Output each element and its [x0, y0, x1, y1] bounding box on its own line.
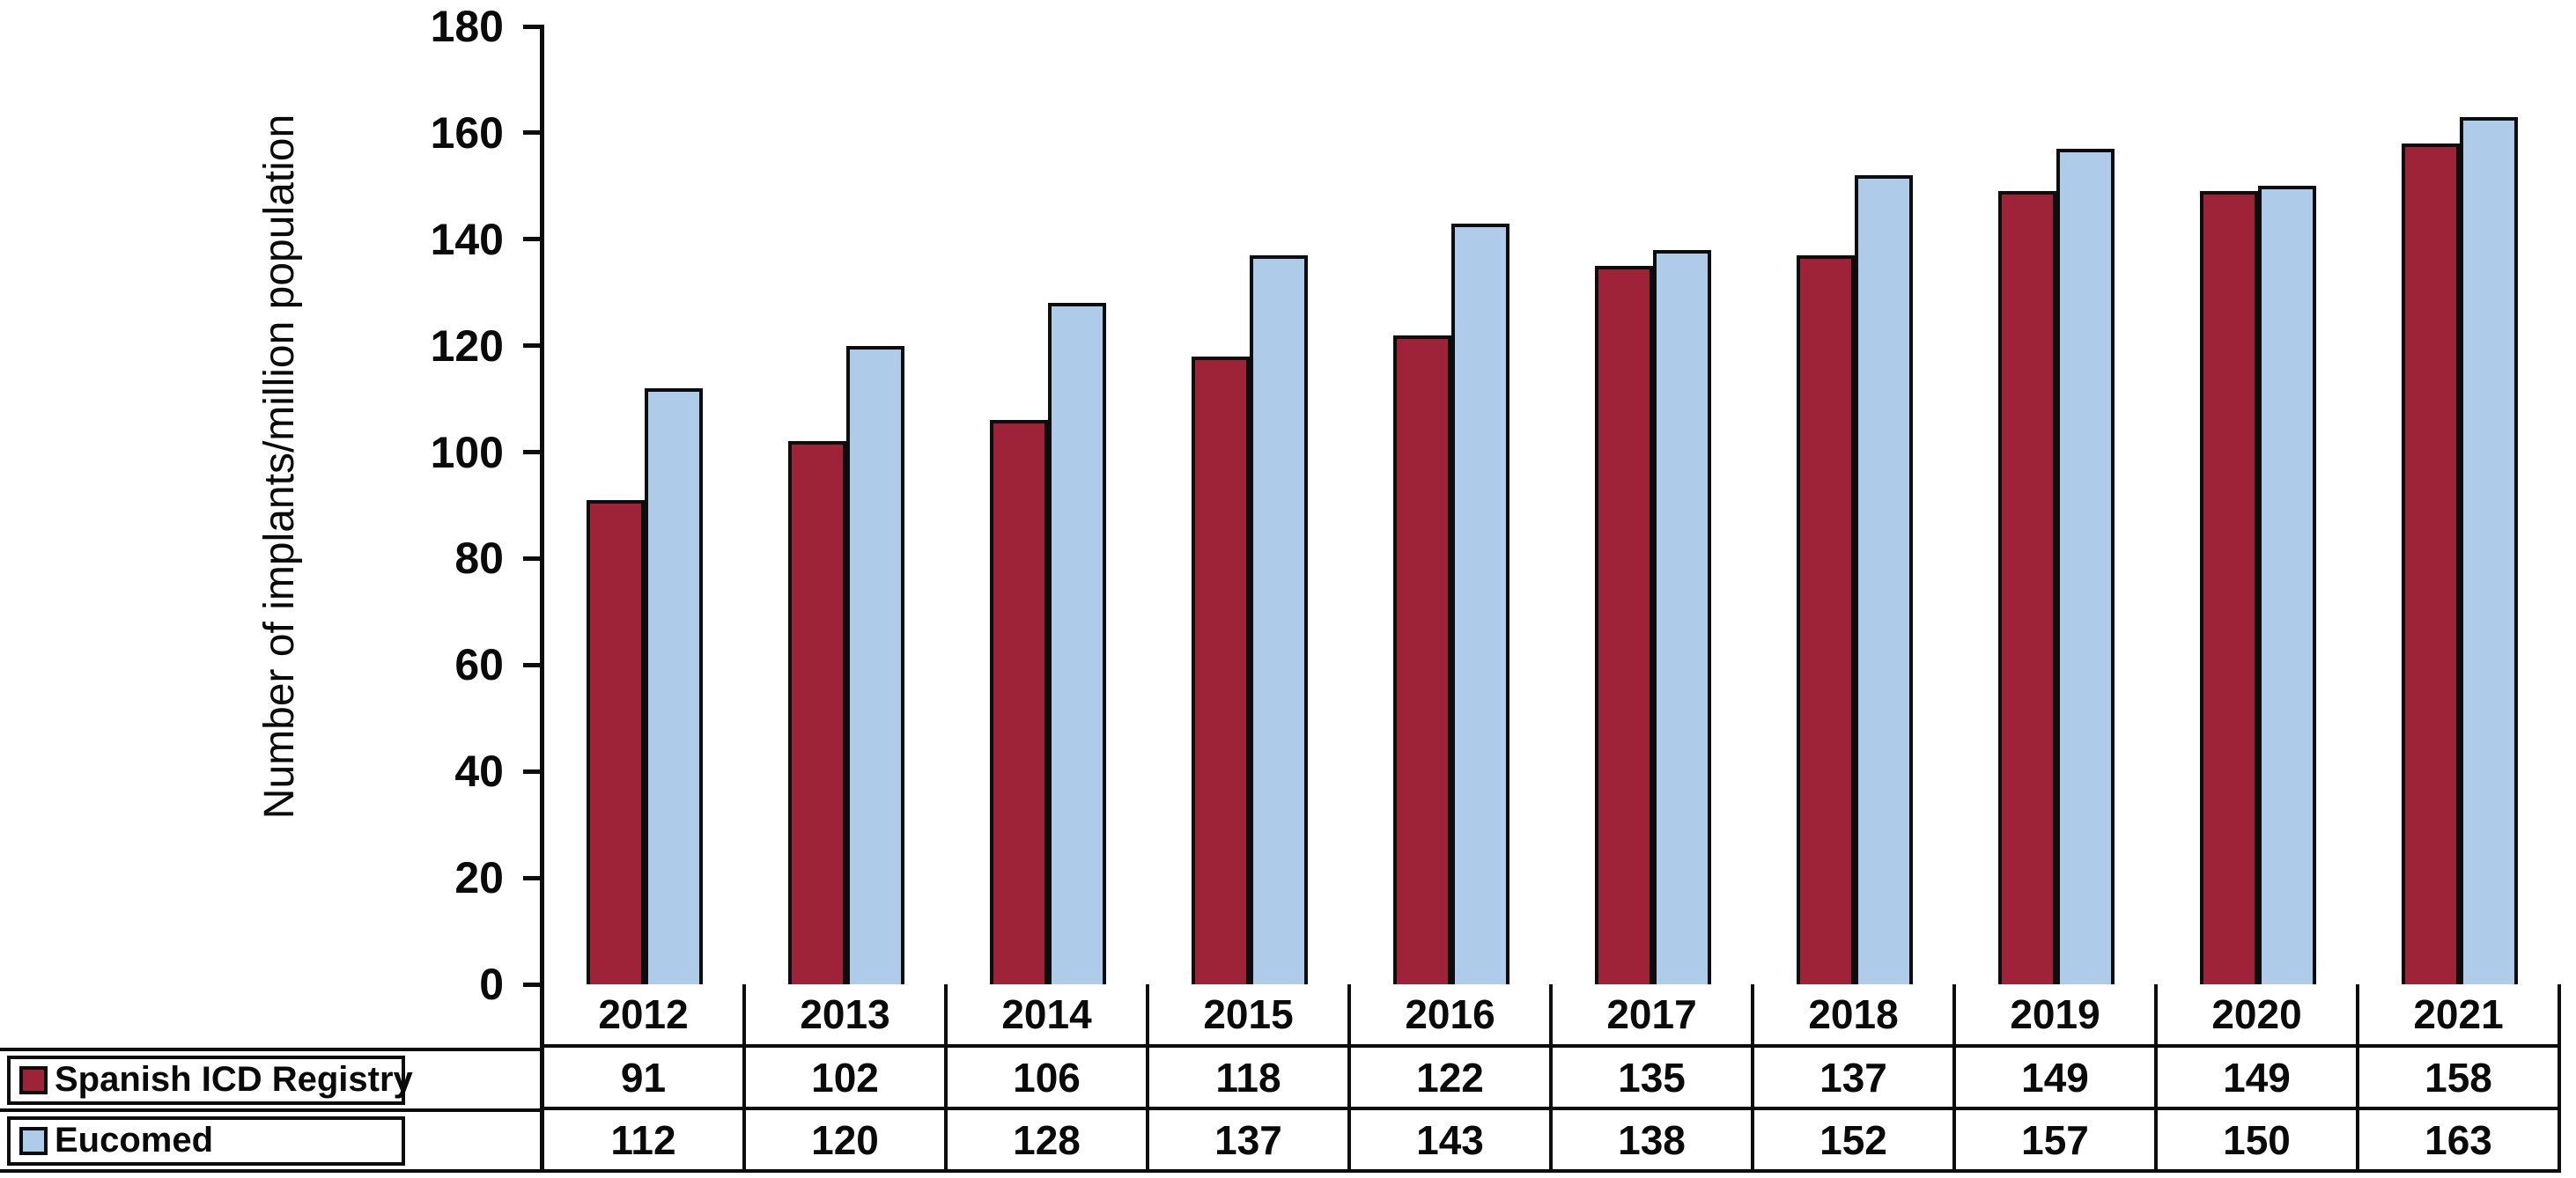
- legend-box-eucomed: Eucomed: [7, 1115, 405, 1166]
- bar-eucomed-2013: [846, 345, 904, 984]
- value-cell-spanish-icd-registry-2020: 149: [2158, 1048, 2359, 1110]
- value-cell-eucomed-2019: 157: [1956, 1110, 2158, 1173]
- year-cell-2015: 2015: [1149, 984, 1351, 1048]
- legend-row-eucomed: Eucomed: [0, 1112, 540, 1169]
- y-tick-label-0: 0: [479, 960, 504, 1009]
- value-cell-spanish-icd-registry-2018: 137: [1754, 1048, 1956, 1110]
- value-cell-spanish-icd-registry-2012: 91: [544, 1048, 746, 1110]
- bar-eucomed-2014: [1048, 303, 1106, 984]
- bar-eucomed-2019: [2056, 149, 2115, 984]
- y-axis-title: Number of implants/million population: [256, 114, 303, 820]
- bar-spanish-icd-registry-2021: [2402, 143, 2460, 984]
- bar-spanish-icd-registry-2016: [1393, 335, 1451, 984]
- bar-eucomed-2018: [1855, 175, 1913, 984]
- y-tick-100: [523, 450, 544, 455]
- value-cell-eucomed-2020: 150: [2158, 1110, 2359, 1173]
- value-cell-spanish-icd-registry-2016: 122: [1351, 1048, 1553, 1110]
- bar-eucomed-2012: [645, 388, 703, 984]
- legend-label-eucomed: Eucomed: [55, 1121, 214, 1160]
- y-tick-label-40: 40: [454, 747, 504, 797]
- value-cell-spanish-icd-registry-2014: 106: [948, 1048, 1149, 1110]
- bar-eucomed-2016: [1451, 223, 1509, 984]
- bar-eucomed-2017: [1653, 249, 1711, 984]
- y-tick-160: [523, 130, 544, 136]
- value-cell-spanish-icd-registry-2019: 149: [1956, 1048, 2158, 1110]
- legend-label-spanish-icd-registry: Spanish ICD Registry: [55, 1060, 413, 1099]
- value-cell-eucomed-2013: 120: [746, 1110, 948, 1173]
- y-tick-label-120: 120: [430, 320, 504, 371]
- value-cell-spanish-icd-registry-2013: 102: [746, 1048, 948, 1110]
- y-tick-label-100: 100: [430, 427, 504, 477]
- legend-row-spanish-icd-registry: Spanish ICD Registry: [0, 1051, 540, 1112]
- bar-spanish-icd-registry-2019: [1998, 191, 2056, 984]
- value-cell-spanish-icd-registry-2015: 118: [1149, 1048, 1351, 1110]
- legend-box-spanish-icd-registry: Spanish ICD Registry: [7, 1055, 413, 1105]
- y-tick-180: [523, 24, 544, 29]
- bar-eucomed-2015: [1250, 254, 1308, 984]
- year-cell-2021: 2021: [2359, 984, 2561, 1048]
- year-cell-2013: 2013: [746, 984, 948, 1048]
- y-tick-label-80: 80: [454, 534, 504, 584]
- bar-spanish-icd-registry-2013: [788, 441, 846, 984]
- year-cell-2016: 2016: [1351, 984, 1553, 1048]
- bar-eucomed-2020: [2258, 186, 2316, 984]
- value-cell-spanish-icd-registry-2021: 158: [2359, 1048, 2561, 1110]
- y-tick-140: [523, 237, 544, 242]
- y-tick-label-60: 60: [454, 640, 504, 690]
- legend: Spanish ICD Registry Eucomed: [0, 1048, 540, 1173]
- plot-area: [540, 26, 2561, 989]
- y-tick-0: [523, 982, 544, 987]
- bar-spanish-icd-registry-2017: [1595, 266, 1653, 984]
- year-cell-2014: 2014: [948, 984, 1149, 1048]
- bar-spanish-icd-registry-2012: [587, 499, 645, 984]
- bar-spanish-icd-registry-2020: [2200, 191, 2258, 984]
- value-cell-spanish-icd-registry-2017: 135: [1553, 1048, 1754, 1110]
- y-tick-label-160: 160: [430, 107, 504, 158]
- y-tick-120: [523, 343, 544, 349]
- eucomed-swatch-icon: [19, 1126, 48, 1155]
- y-tick-label-20: 20: [454, 853, 504, 903]
- year-cell-2012: 2012: [544, 984, 746, 1048]
- year-cell-2018: 2018: [1754, 984, 1956, 1048]
- year-cell-2017: 2017: [1553, 984, 1754, 1048]
- y-tick-20: [523, 875, 544, 880]
- value-cell-eucomed-2014: 128: [948, 1110, 1149, 1173]
- value-cell-eucomed-2018: 152: [1754, 1110, 1956, 1173]
- y-tick-label-140: 140: [430, 214, 504, 264]
- value-cell-eucomed-2021: 163: [2359, 1110, 2561, 1173]
- y-tick-40: [523, 769, 544, 774]
- value-cell-eucomed-2017: 138: [1553, 1110, 1754, 1173]
- y-tick-60: [523, 662, 544, 667]
- bar-spanish-icd-registry-2015: [1192, 356, 1250, 984]
- bar-spanish-icd-registry-2014: [990, 420, 1048, 984]
- year-cell-2020: 2020: [2158, 984, 2359, 1048]
- bar-eucomed-2021: [2460, 116, 2518, 984]
- value-cell-eucomed-2012: 112: [544, 1110, 746, 1173]
- year-cell-2019: 2019: [1956, 984, 2158, 1048]
- value-cell-eucomed-2015: 137: [1149, 1110, 1351, 1173]
- data-table: 2012 2013 2014 2015 2016 2017 2018 2019 2020 2021…: [540, 984, 2561, 1173]
- value-cell-eucomed-2016: 143: [1351, 1110, 1553, 1173]
- y-tick-label-180: 180: [430, 2, 504, 51]
- spanish-icd-registry-swatch-icon: [19, 1065, 48, 1094]
- y-tick-80: [523, 556, 544, 561]
- bar-spanish-icd-registry-2018: [1797, 254, 1855, 984]
